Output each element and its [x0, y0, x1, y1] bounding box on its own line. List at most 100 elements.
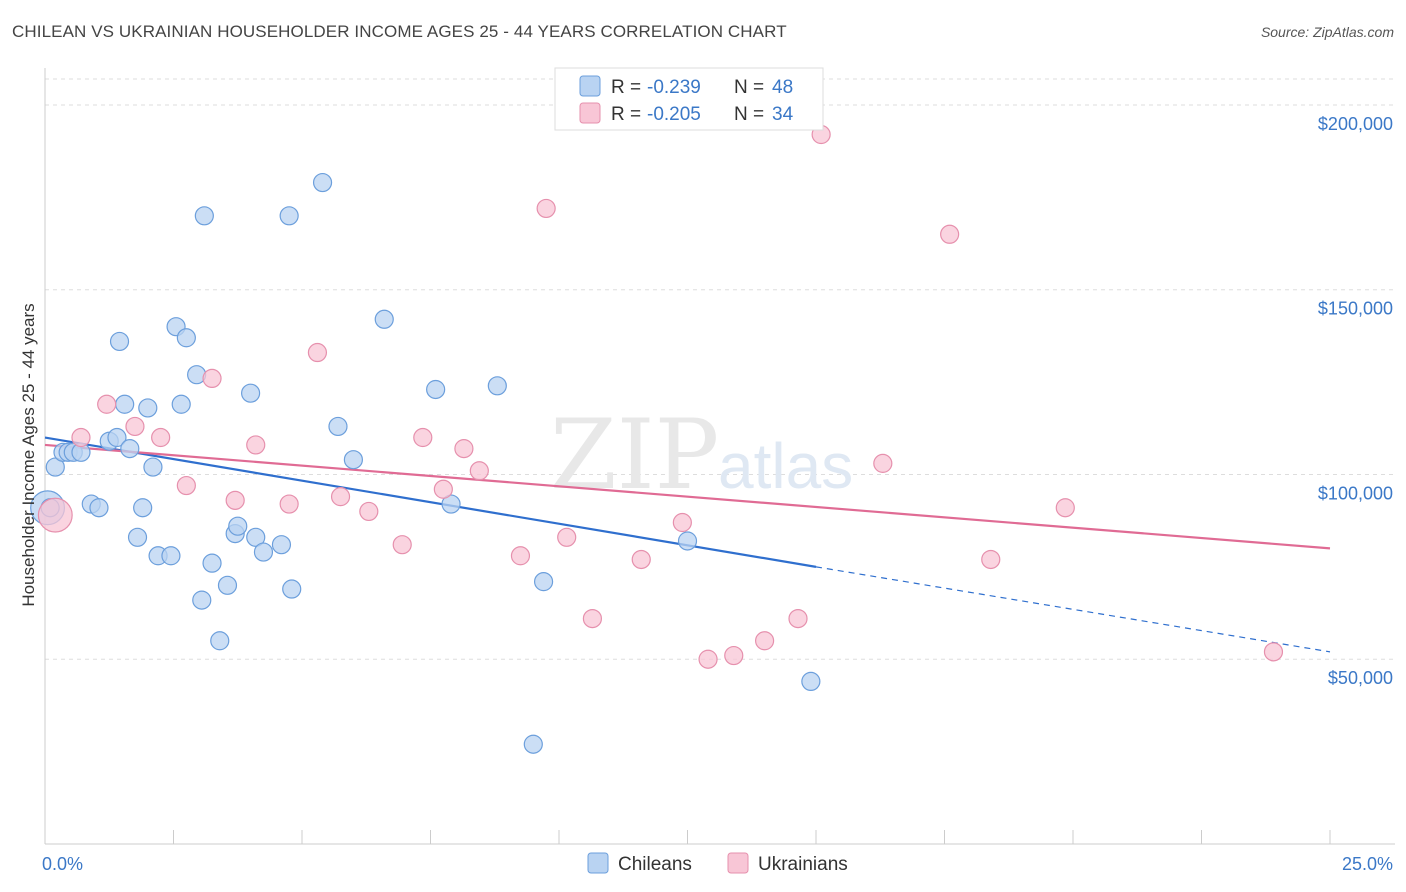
- x-tick-labels: 0.0% 25.0%: [42, 854, 1393, 874]
- point-chileans-11: [115, 394, 135, 414]
- point-chileans-46: [801, 671, 821, 692]
- point-ukrainians-14: [413, 427, 433, 448]
- point-chileans-38: [343, 450, 363, 470]
- point-chileans-1: [45, 457, 65, 477]
- legend-swatch-ukrainians: [579, 102, 601, 124]
- y-tick-label-1: $100,000: [1318, 483, 1393, 503]
- point-chileans-29: [228, 516, 248, 536]
- y-tick-label-2: $150,000: [1318, 299, 1393, 319]
- point-ukrainians-31: [981, 549, 1001, 570]
- legend-r-value-ukrainians: -0.205: [647, 104, 701, 125]
- point-ukrainians-2: [97, 394, 117, 414]
- point-ukrainians-10: [307, 342, 328, 363]
- point-ukrainians-13: [392, 535, 412, 555]
- point-ukrainians-5: [176, 475, 196, 496]
- stats-legend: R = -0.239 N = 48 R = -0.205 N = 34: [554, 67, 824, 131]
- series-legend-swatch-ukrainians: [727, 852, 749, 874]
- series-legend: Chileans Ukrainians: [587, 852, 848, 875]
- point-chileans-12: [120, 439, 140, 459]
- trend-line-ukrainians: [44, 443, 1331, 550]
- point-ukrainians-7: [225, 490, 245, 510]
- x-tick-label-min: 0.0%: [42, 854, 83, 874]
- legend-n-value-ukrainians: 34: [772, 104, 794, 125]
- point-chileans-42: [487, 376, 507, 396]
- point-chileans-21: [176, 328, 196, 348]
- point-ukrainians-12: [359, 501, 379, 522]
- point-chileans-41: [441, 494, 461, 514]
- point-ukrainians-18: [510, 546, 531, 566]
- point-chileans-10: [109, 331, 130, 352]
- point-chileans-18: [161, 546, 181, 566]
- point-ukrainians-24: [698, 649, 718, 669]
- point-ukrainians-19: [536, 198, 556, 219]
- point-chileans-7: [89, 498, 109, 518]
- point-ukrainians-0: [37, 497, 73, 533]
- point-ukrainians-8: [246, 435, 266, 455]
- legend-n-label-chileans: N =: [734, 77, 764, 98]
- data-points: [30, 124, 1284, 754]
- point-chileans-15: [138, 398, 158, 418]
- point-ukrainians-22: [631, 549, 651, 570]
- point-chileans-33: [271, 535, 292, 555]
- watermark-atlas: atlas: [718, 430, 853, 502]
- point-chileans-44: [533, 572, 554, 592]
- point-chileans-25: [202, 553, 222, 573]
- trend-extension-chileans: [815, 566, 1331, 653]
- series-legend-label-ukrainians: Ukrainians: [758, 854, 848, 875]
- point-ukrainians-15: [433, 479, 453, 499]
- y-tick-labels: $50,000 $100,000 $150,000 $200,000: [1318, 114, 1393, 688]
- y-axis-label: Householder Income Ages 25 - 44 years: [19, 303, 38, 606]
- legend-r-label-chileans: R =: [611, 77, 641, 98]
- point-ukrainians-9: [279, 494, 299, 514]
- legend-swatch-chileans: [579, 75, 601, 97]
- point-ukrainians-20: [557, 527, 577, 547]
- point-ukrainians-21: [582, 608, 603, 629]
- x-tick-label-max: 25.0%: [1342, 854, 1393, 874]
- point-chileans-39: [374, 309, 394, 329]
- series-legend-swatch-chileans: [587, 852, 609, 874]
- legend-r-value-chileans: -0.239: [647, 77, 701, 98]
- point-ukrainians-26: [754, 631, 775, 651]
- point-chileans-40: [426, 379, 446, 400]
- point-chileans-14: [133, 498, 153, 518]
- point-chileans-9: [107, 427, 127, 448]
- point-chileans-35: [282, 579, 302, 599]
- watermark-zip: ZIP: [550, 399, 719, 511]
- point-ukrainians-17: [469, 461, 489, 481]
- point-chileans-16: [143, 457, 163, 477]
- legend-r-label-ukrainians: R =: [611, 104, 641, 125]
- point-ukrainians-33: [1263, 642, 1284, 662]
- axes: [44, 68, 1395, 845]
- point-ukrainians-29: [873, 453, 893, 473]
- point-chileans-30: [241, 383, 261, 403]
- point-ukrainians-11: [330, 487, 351, 507]
- point-ukrainians-30: [940, 224, 960, 244]
- y-tick-label-0: $50,000: [1328, 668, 1393, 688]
- point-ukrainians-23: [672, 512, 692, 533]
- grid-lines: [45, 78, 1395, 660]
- point-ukrainians-25: [724, 645, 744, 666]
- point-chileans-37: [328, 416, 348, 437]
- point-ukrainians-1: [71, 427, 91, 448]
- point-ukrainians-4: [151, 427, 171, 448]
- point-ukrainians-6: [202, 368, 222, 388]
- point-chileans-24: [194, 206, 214, 226]
- series-legend-label-chileans: Chileans: [618, 854, 692, 875]
- point-chileans-20: [171, 394, 191, 414]
- chart-title: CHILEAN VS UKRAINIAN HOUSEHOLDER INCOME …: [12, 22, 787, 41]
- point-chileans-13: [127, 527, 148, 547]
- point-chileans-36: [312, 172, 333, 193]
- y-tick-label-3: $200,000: [1318, 114, 1393, 134]
- point-chileans-45: [677, 531, 698, 551]
- point-chileans-27: [217, 575, 238, 595]
- point-chileans-32: [253, 542, 274, 562]
- point-ukrainians-32: [1055, 498, 1075, 518]
- point-chileans-23: [192, 590, 212, 610]
- legend-n-label-ukrainians: N =: [734, 104, 764, 125]
- point-chileans-26: [210, 631, 230, 651]
- legend-n-value-chileans: 48: [772, 77, 793, 98]
- point-chileans-43: [523, 734, 543, 754]
- point-chileans-31: [246, 527, 266, 547]
- point-ukrainians-27: [788, 608, 808, 629]
